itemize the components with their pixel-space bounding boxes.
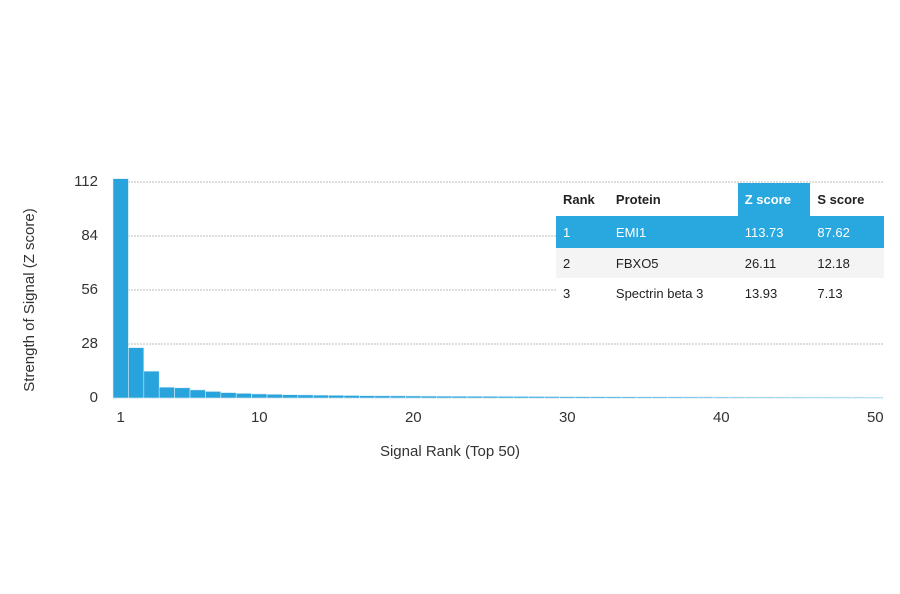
y-tick-label: 84 <box>81 227 98 244</box>
table-cell: FBXO5 <box>608 248 738 278</box>
x-tick-label: 10 <box>251 409 268 426</box>
column-header: S score <box>810 183 884 216</box>
bar <box>451 395 468 399</box>
bar <box>205 391 222 399</box>
bar <box>636 396 653 399</box>
bar <box>682 396 699 399</box>
x-tick-label: 40 <box>713 409 730 426</box>
bar <box>543 396 560 399</box>
y-tick-label: 28 <box>81 335 98 352</box>
bar <box>574 396 591 399</box>
bar <box>667 396 684 399</box>
y-tick-label: 112 <box>74 173 98 190</box>
table-cell: 3 <box>563 285 571 301</box>
bar <box>235 393 252 399</box>
table-cell: 1 <box>556 216 609 248</box>
bar <box>158 386 175 399</box>
bar <box>590 396 607 399</box>
bar <box>282 394 299 399</box>
bar <box>605 396 622 399</box>
bar <box>389 395 406 399</box>
bar <box>297 394 314 399</box>
x-tick-label: 1 <box>117 409 125 426</box>
table-cell: 113.73 <box>737 216 811 248</box>
bar <box>774 396 791 399</box>
bar <box>328 394 345 399</box>
bar <box>189 389 206 399</box>
bar <box>728 396 745 399</box>
bar <box>436 395 453 399</box>
bar <box>112 178 129 399</box>
table-cell: EMI1 <box>608 216 738 248</box>
x-tick-label: 50 <box>867 409 884 426</box>
bar <box>128 347 145 399</box>
table-cell: 26.11 <box>737 248 811 278</box>
bar <box>251 393 268 399</box>
y-axis-label: Strength of Signal (Z score) <box>21 208 38 391</box>
bar <box>266 394 283 399</box>
bar <box>836 396 853 399</box>
y-tick-label: 0 <box>90 389 98 406</box>
bar <box>805 396 822 399</box>
bar <box>343 395 360 399</box>
bar <box>466 396 483 399</box>
bar <box>713 396 730 399</box>
bar <box>312 394 329 399</box>
bar <box>482 396 499 399</box>
bar <box>821 396 838 399</box>
bar <box>220 392 237 399</box>
bar <box>420 395 437 399</box>
y-tick-label: 56 <box>81 281 98 298</box>
bar <box>790 396 807 399</box>
bar <box>374 395 391 399</box>
bar <box>651 396 668 399</box>
bar <box>174 387 191 399</box>
table-cell: 87.62 <box>810 216 884 248</box>
bar <box>697 396 714 399</box>
bar <box>143 370 160 399</box>
bar <box>759 396 776 399</box>
table-cell: Spectrin beta 3 <box>615 285 704 301</box>
table-cell: 13.93 <box>744 285 778 301</box>
table-cell: 12.18 <box>810 248 884 278</box>
table-cell: 2 <box>556 248 609 278</box>
bar <box>513 396 530 399</box>
bar <box>620 396 637 399</box>
bar <box>497 396 514 399</box>
x-axis-label: Signal Rank (Top 50) <box>380 443 520 460</box>
x-tick-label: 30 <box>559 409 576 426</box>
bar <box>559 396 576 399</box>
table-cell: 7.13 <box>817 285 843 301</box>
column-header: Protein <box>608 183 738 216</box>
x-tick-label: 20 <box>405 409 422 426</box>
column-header: Z score <box>737 183 811 216</box>
column-header: Rank <box>556 183 609 216</box>
table-row: 1 EMI1 113.73 87.62 <box>556 216 884 248</box>
table-row: 3 Spectrin beta 3 13.93 7.13 <box>556 278 884 308</box>
bar <box>851 396 868 399</box>
bar <box>359 395 376 399</box>
score-table: Rank Protein Z score S score 1 EMI1 113.73 87.6… <box>556 183 884 308</box>
bar <box>528 396 545 399</box>
table-row: 2 FBXO5 26.11 12.18 <box>556 248 884 278</box>
bar <box>744 396 761 399</box>
bar <box>867 396 884 399</box>
table-header: Rank Protein Z score S score <box>556 183 884 216</box>
bar <box>405 395 422 399</box>
